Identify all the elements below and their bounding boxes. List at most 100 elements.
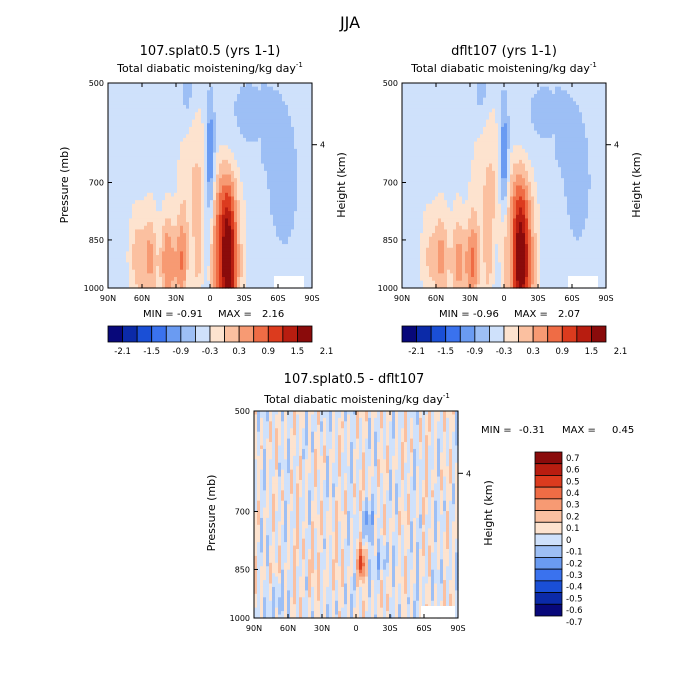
field-cell [111, 218, 115, 223]
field-cell [231, 86, 235, 91]
field-cell [270, 251, 274, 256]
field-cell [219, 152, 223, 157]
field-cell [168, 178, 172, 183]
field-cell [114, 97, 118, 102]
field-cell [138, 192, 142, 198]
field-cell [174, 112, 178, 117]
field-cell [153, 170, 157, 176]
field-cell [288, 247, 292, 252]
field-cell [285, 222, 289, 227]
field-cell [264, 170, 268, 176]
field-cell [180, 192, 184, 198]
field-cell [288, 148, 292, 154]
field-cell [267, 181, 271, 187]
field-cell [417, 90, 421, 95]
field-cell [198, 90, 202, 95]
field-cell [408, 185, 412, 190]
field-cell [429, 284, 433, 289]
field-cell [156, 189, 160, 194]
field-cell [132, 192, 136, 198]
field-cell [291, 97, 295, 102]
field-cell [141, 240, 145, 245]
field-cell [213, 123, 217, 128]
field-cell [159, 126, 163, 132]
field-cell [426, 255, 430, 260]
field-cell [186, 93, 190, 99]
field-cell [195, 115, 199, 121]
field-cell [192, 284, 196, 289]
field-cell [267, 247, 271, 252]
field-cell [402, 189, 406, 194]
field-cell [228, 159, 232, 165]
field-cell [414, 240, 418, 245]
field-cell [279, 112, 283, 117]
field-cell [195, 86, 199, 91]
field-cell [144, 255, 148, 260]
field-cell [129, 236, 133, 242]
field-cell [225, 159, 229, 165]
field-cell [132, 108, 136, 113]
field-cell [120, 189, 124, 194]
field-cell [174, 255, 178, 260]
field-cell [210, 229, 214, 234]
field-cell [126, 225, 130, 231]
field-cell [114, 123, 118, 128]
field-cell [153, 269, 157, 274]
field-cell [303, 262, 307, 267]
field-cell [153, 159, 157, 165]
field-cell [300, 211, 304, 216]
field-cell [237, 247, 241, 252]
field-cell [120, 240, 124, 245]
field-cell [159, 130, 163, 135]
field-cell [135, 251, 139, 256]
field-cell [192, 196, 196, 201]
field-cell [234, 170, 238, 176]
field-cell [141, 119, 145, 124]
field-cell [114, 163, 118, 168]
field-cell [180, 203, 184, 209]
field-cell [282, 196, 286, 201]
field-cell [171, 251, 175, 256]
field-cell [126, 126, 130, 132]
field-cell [261, 83, 265, 88]
field-cell [213, 134, 217, 139]
field-cell [291, 130, 295, 135]
field-cell [117, 280, 121, 285]
field-cell [195, 229, 199, 234]
field-cell [120, 200, 124, 205]
field-cell [159, 233, 163, 238]
field-cell [402, 104, 406, 110]
field-cell [297, 163, 301, 168]
field-cell [294, 156, 298, 161]
field-cell [189, 196, 193, 201]
field-cell [429, 97, 433, 102]
field-cell [189, 156, 193, 161]
field-cell [186, 181, 190, 187]
field-cell [402, 148, 406, 154]
field-cell [270, 130, 274, 135]
field-cell [438, 240, 442, 245]
field-cell [300, 203, 304, 209]
field-cell [141, 255, 145, 260]
field-cell [138, 181, 142, 187]
field-cell [144, 145, 148, 150]
field-cell [240, 284, 244, 289]
field-cell [417, 196, 421, 201]
field-cell [153, 277, 157, 282]
field-cell [222, 203, 226, 209]
field-cell [147, 233, 151, 238]
field-cell [414, 104, 418, 110]
field-cell [135, 115, 139, 121]
field-cell [423, 123, 427, 128]
field-cell [138, 207, 142, 212]
field-cell [249, 229, 253, 234]
field-cell [144, 214, 148, 220]
field-cell [225, 112, 229, 117]
field-cell [180, 266, 184, 271]
field-cell [195, 266, 199, 271]
field-cell [159, 141, 163, 146]
field-cell [120, 163, 124, 168]
field-cell [123, 192, 127, 198]
field-cell [243, 200, 247, 205]
field-cell [240, 244, 244, 249]
